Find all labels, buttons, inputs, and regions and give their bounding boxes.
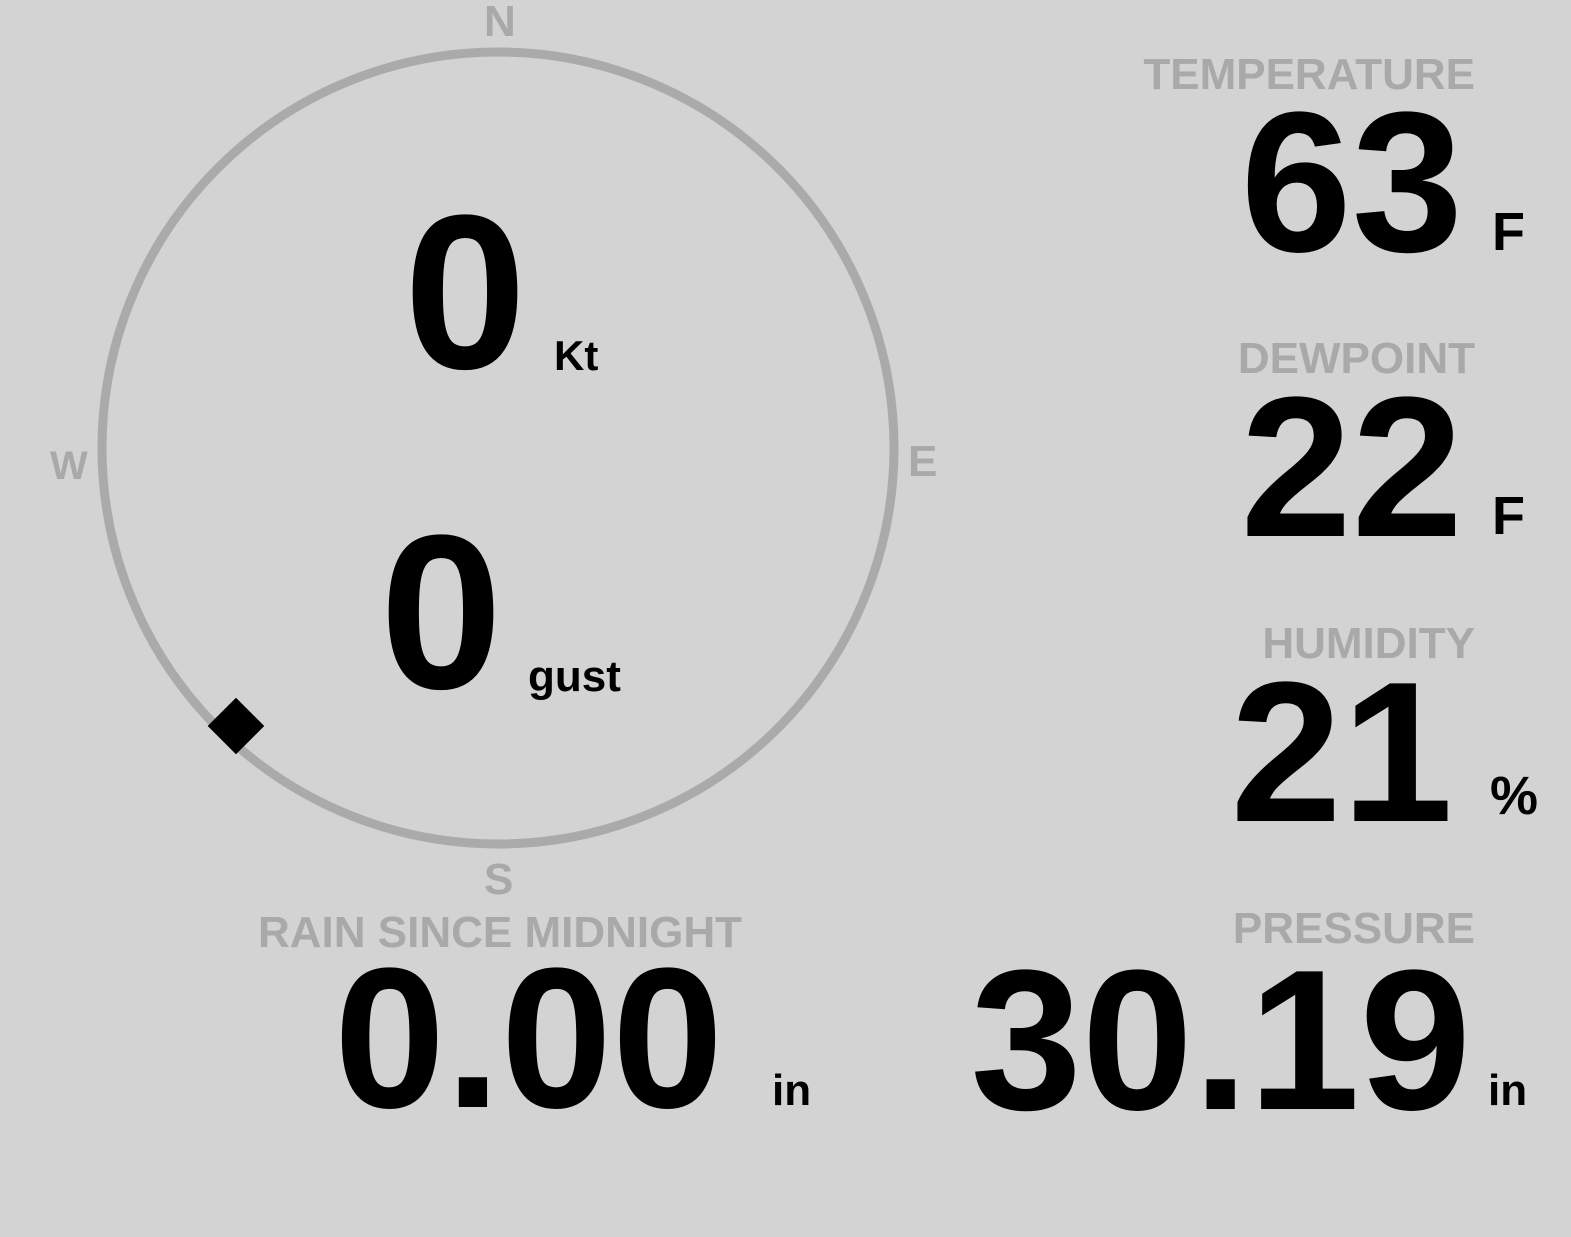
wind-gust-label: gust [528, 652, 621, 701]
pressure-value: 30.19 [970, 929, 1472, 1152]
rain-label: RAIN SINCE MIDNIGHT [258, 908, 742, 957]
humidity-label: HUMIDITY [1262, 619, 1475, 668]
wind-direction-diamond [207, 697, 265, 755]
rain-value: 0.00 [334, 927, 724, 1150]
dewpoint-label: DEWPOINT [1237, 334, 1475, 383]
temperature-label: TEMPERATURE [1143, 50, 1475, 99]
wind-speed-unit: Kt [554, 332, 599, 379]
humidity-unit: % [1490, 766, 1539, 826]
humidity-value: 21 [1230, 641, 1453, 864]
compass-west: W [50, 444, 88, 488]
temperature-value: 63 [1240, 71, 1463, 294]
pressure-label: PRESSURE [1232, 904, 1475, 953]
rain-unit: in [772, 1066, 812, 1115]
compass-east: E [908, 437, 938, 486]
pressure-unit: in [1488, 1066, 1528, 1115]
compass-north: N [484, 0, 516, 46]
wind-speed-value: 0 [404, 169, 527, 415]
compass-dial [97, 47, 899, 849]
wind-direction-marker [207, 697, 265, 755]
dewpoint-unit: F [1492, 486, 1525, 546]
compass-ring [97, 47, 899, 849]
wind-gust-value: 0 [380, 489, 503, 735]
compass-south: S [484, 855, 514, 904]
temperature-unit: F [1492, 202, 1525, 262]
dewpoint-value: 22 [1240, 356, 1463, 579]
